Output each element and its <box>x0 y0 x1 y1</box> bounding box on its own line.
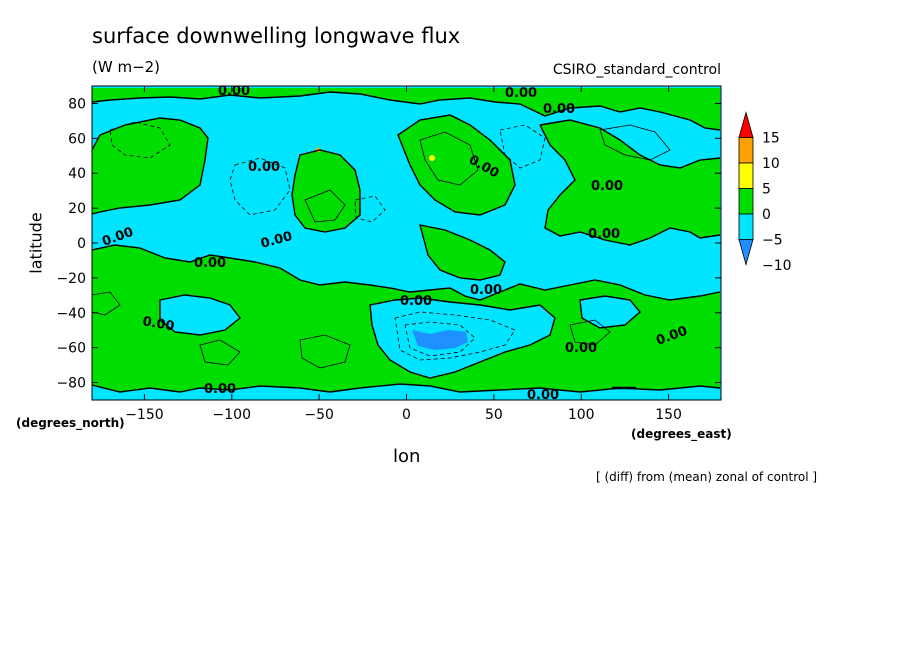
contour-label: 0.00 <box>543 102 575 117</box>
zero-contour <box>92 91 721 131</box>
negative-contour <box>499 124 546 169</box>
x-tick-label: −150 <box>125 407 163 423</box>
positive-contour <box>419 131 479 186</box>
y-axis-units: (degrees_north) <box>16 416 125 430</box>
positive-region <box>92 88 720 130</box>
x-axis-label: lon <box>393 446 421 467</box>
colorbar-label: 5 <box>762 182 771 198</box>
strong-negative-patch <box>412 330 468 350</box>
colorbar-label: −5 <box>762 233 783 249</box>
positive-contour <box>599 124 671 161</box>
colorbar-box <box>738 162 754 189</box>
contour-label: 0.00 <box>218 84 250 99</box>
positive-region <box>540 120 720 245</box>
positive-region <box>92 118 208 214</box>
colorbar-label: −10 <box>762 258 792 274</box>
zero-contour <box>419 224 506 281</box>
colorbar-label: 15 <box>762 131 780 147</box>
y-tick-label: −20 <box>56 271 86 287</box>
y-tick-label: −80 <box>56 376 86 392</box>
contour-label: 0.00 <box>141 314 175 334</box>
positive-contour <box>304 189 346 223</box>
y-tick-label: 20 <box>68 201 86 217</box>
positive-region <box>292 150 360 232</box>
contour-label: 0.00 <box>588 227 620 242</box>
negative-contour <box>229 157 291 216</box>
contour-label: 0.00 <box>591 179 623 194</box>
footnote: [ (diff) from (mean) zonal of control ] <box>596 470 818 484</box>
zero-contour <box>539 124 721 246</box>
x-axis: −150 −100 −50 0 50 100 150 <box>125 86 682 423</box>
x-axis-units: (degrees_east) <box>631 427 732 441</box>
colorbar-label: 10 <box>762 156 780 172</box>
colorbar: 15 10 5 0 −5 −10 <box>738 111 792 274</box>
contour-label: 0.00 <box>400 294 432 309</box>
colorbar-box <box>738 137 754 164</box>
positive-region <box>398 115 515 215</box>
x-tick-label: 100 <box>568 407 595 423</box>
y-tick-label: 80 <box>68 96 86 112</box>
y-tick-label: 40 <box>68 166 86 182</box>
y-tick-label: 60 <box>68 131 86 147</box>
dataset-label: CSIRO_standard_control <box>552 62 721 78</box>
colorbar-bottom-arrow <box>738 239 754 266</box>
positive-contour <box>92 291 121 316</box>
positive-contour <box>569 319 611 346</box>
y-tick-label: −40 <box>56 306 86 322</box>
negative-contour <box>354 195 386 223</box>
contour-label: 0.00 <box>527 388 559 403</box>
contour-label: 0.00 <box>565 341 597 356</box>
zero-contour <box>369 297 556 379</box>
map-field: 0.00 0.00 0.00 0.00 0.00 0.00 0.00 0.00 … <box>92 84 721 403</box>
chart-title: surface downwelling longwave flux <box>92 24 461 48</box>
negative-contour <box>404 321 476 357</box>
zero-contour <box>291 149 361 233</box>
negative-contour <box>109 121 171 159</box>
zero-contour <box>92 244 721 301</box>
zero-contour <box>579 295 641 329</box>
contour-label: 0.00 <box>194 256 226 271</box>
x-tick-label: 50 <box>485 407 503 423</box>
x-tick-label: 0 <box>402 407 411 423</box>
contour-label: 0.00 <box>248 160 280 175</box>
y-tick-label: 0 <box>77 236 86 252</box>
contour-label: 0.00 <box>470 283 502 298</box>
contour-label: 0.00 <box>204 382 236 397</box>
positive-contour <box>299 334 351 369</box>
zero-contour <box>92 117 209 215</box>
positive-region <box>420 225 505 280</box>
positive-5-spot <box>429 155 435 161</box>
contour-label: 0.00 <box>505 86 537 101</box>
colorbar-label: 0 <box>762 207 771 223</box>
positive-contour <box>199 339 241 366</box>
y-tick-label: −60 <box>56 341 86 357</box>
x-tick-label: 150 <box>655 407 682 423</box>
x-tick-label: −50 <box>304 407 334 423</box>
colorbar-box <box>738 213 754 240</box>
colorbar-box <box>738 188 754 215</box>
colorbar-top-arrow <box>738 111 754 138</box>
negative-contour <box>394 311 516 361</box>
zero-contour <box>539 119 721 169</box>
y-axis: −80 −60 −40 −20 0 20 40 60 80 <box>56 96 721 392</box>
chart-units: (W m−2) <box>92 58 161 76</box>
contour-lines <box>92 91 721 393</box>
x-tick-label: −100 <box>213 407 251 423</box>
zero-contour <box>397 114 516 216</box>
zero-contour <box>159 294 241 336</box>
negative-region <box>160 295 240 335</box>
